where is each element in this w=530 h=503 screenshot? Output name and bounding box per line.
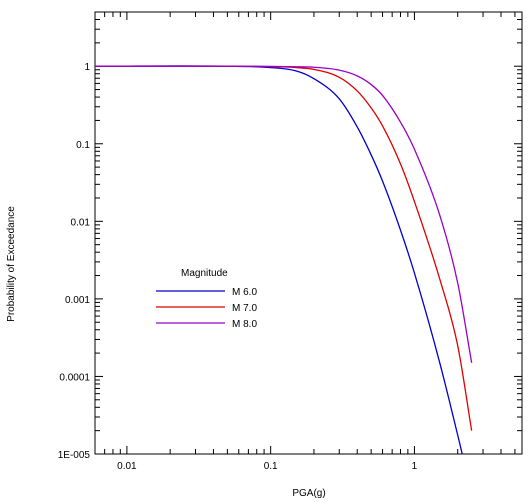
x-tick-label: 0.1 bbox=[264, 461, 278, 472]
series-line-m-6-0 bbox=[94, 65, 463, 455]
y-tick-label: 0.0001 bbox=[59, 372, 90, 383]
legend-label-m-8-0: M 8.0 bbox=[232, 319, 257, 330]
y-axis-title: Probability of Exceedance bbox=[6, 206, 17, 322]
y-tick-label: 1 bbox=[84, 62, 90, 73]
y-tick-label: 0.1 bbox=[76, 140, 90, 151]
series-line-m-7-0 bbox=[94, 65, 473, 431]
legend: Magnitude M 6.0 M 7.0 M 8.0 bbox=[156, 268, 257, 330]
plot-frame bbox=[94, 11, 523, 455]
y-tick-label: 0.001 bbox=[65, 295, 90, 306]
axes: 0.01 0.1 1 1 0.1 0.01 0.001 0.0001 1E-005 bbox=[58, 11, 523, 472]
y-tick-label: 1E-005 bbox=[58, 450, 91, 461]
legend-title: Magnitude bbox=[181, 268, 228, 279]
legend-label-m-7-0: M 7.0 bbox=[232, 303, 257, 314]
x-tick-label: 1 bbox=[412, 461, 418, 472]
x-tick-label: 0.01 bbox=[117, 461, 137, 472]
series-line-m-8-0 bbox=[94, 65, 473, 363]
legend-label-m-6-0: M 6.0 bbox=[232, 287, 257, 298]
y-tick-label: 0.01 bbox=[71, 217, 91, 228]
series-layer bbox=[94, 65, 473, 455]
x-axis-title: PGA(g) bbox=[292, 488, 325, 499]
